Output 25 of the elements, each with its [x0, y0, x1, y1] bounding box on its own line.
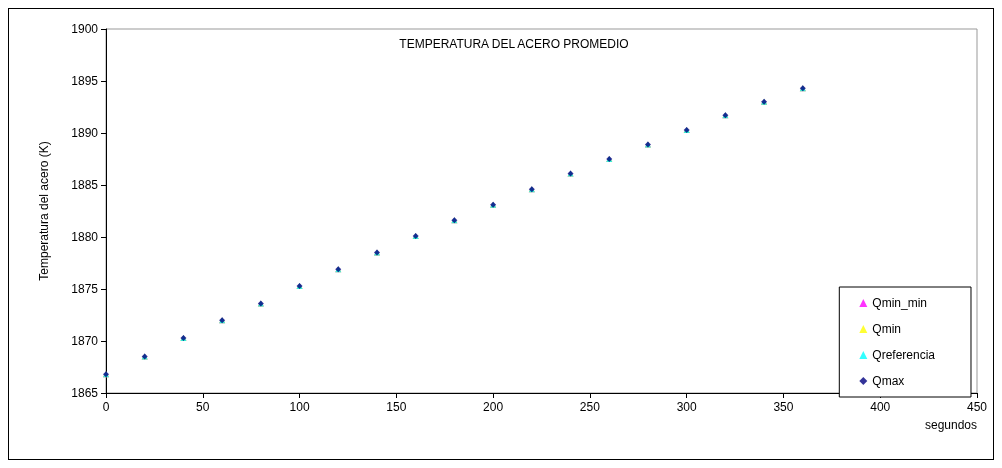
x-tick-label: 450 [966, 400, 988, 414]
legend-label: Qmin [872, 322, 901, 336]
legend-label: Qreferencia [872, 348, 936, 362]
x-axis-title: segundos [924, 418, 977, 432]
x-tick-label: 300 [676, 400, 697, 414]
y-tick-label: 1890 [71, 126, 99, 140]
y-tick-label: 1885 [71, 178, 99, 192]
y-tick-label: 1895 [71, 74, 99, 88]
x-tick-label: 350 [773, 400, 794, 414]
text: TEMPERATURA DEL ACERO PROMEDIO [399, 37, 629, 51]
y-tick-label: 1870 [71, 334, 99, 348]
x-tick-label: 50 [196, 400, 210, 414]
x-tick-label: 200 [483, 400, 504, 414]
x-tick-label: 250 [579, 400, 601, 414]
y-tick-label: 1875 [71, 282, 99, 296]
x-tick-label: 0 [102, 400, 110, 414]
legend-label: Qmax [872, 374, 905, 388]
y-tick-label: 1900 [71, 22, 99, 36]
x-tick-label: 150 [386, 400, 407, 414]
y-axis-title: Temperatura del acero (K) [37, 141, 51, 281]
x-tick-label: 100 [289, 400, 310, 414]
x-tick-label: 400 [870, 400, 891, 414]
y-tick-label: 1880 [71, 230, 99, 244]
legend-label: Qmin_min [872, 296, 927, 310]
y-tick-label: 1865 [71, 386, 99, 400]
